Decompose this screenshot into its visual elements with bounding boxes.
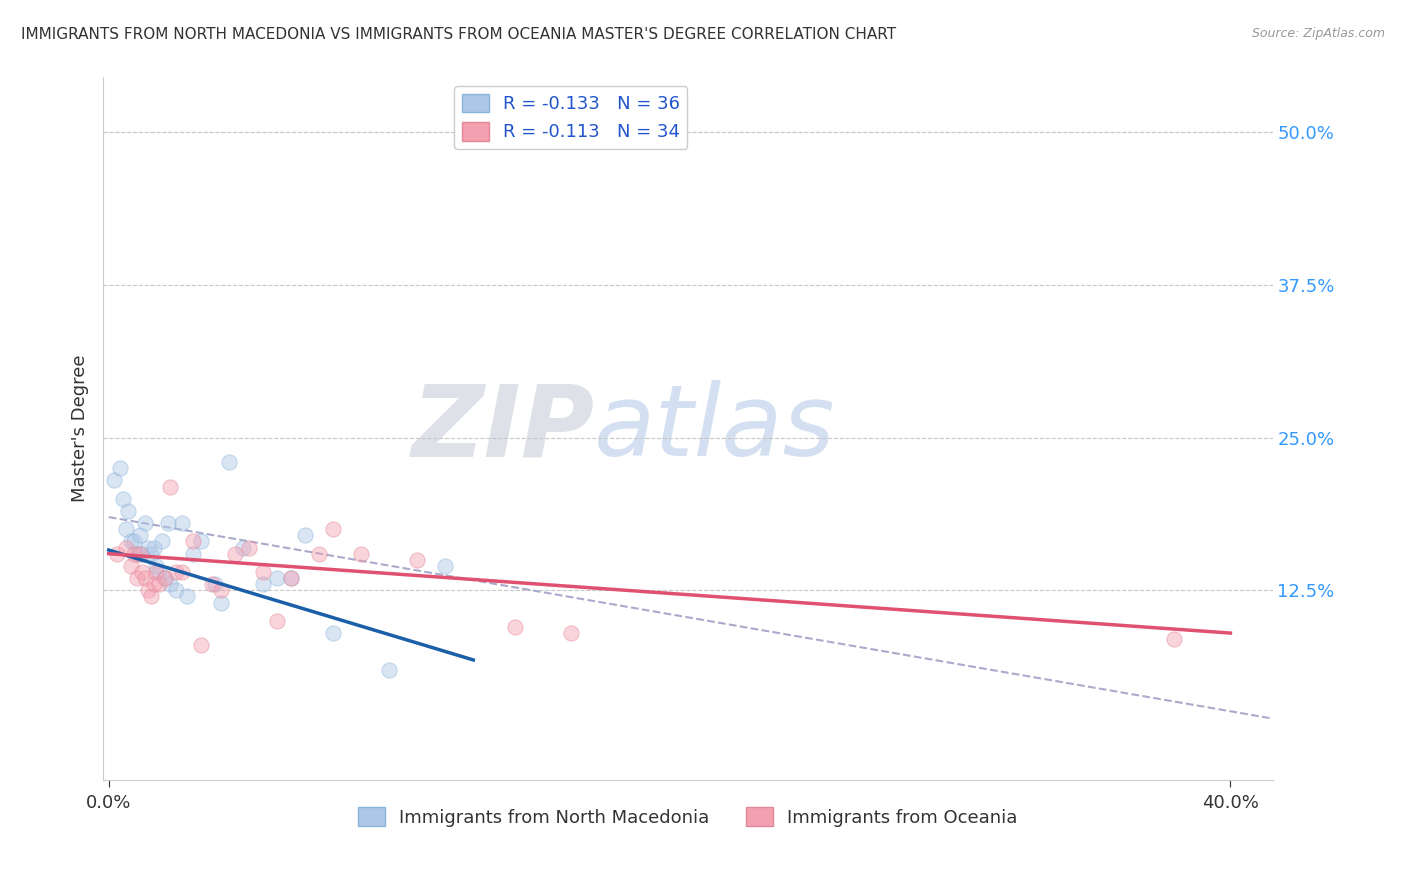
Point [142,577,165,591]
Point [150,534,173,549]
Point [350,547,373,561]
Point [117,504,139,518]
Point [209,595,232,609]
Point [204,577,226,591]
Point [209,583,232,598]
Point [108,461,131,475]
Point [148,577,170,591]
Point [560,626,582,640]
Point [252,577,274,591]
Point [218,455,240,469]
Point [103,474,125,488]
Point [139,590,162,604]
Point [122,534,145,549]
Point [136,583,159,598]
Point [159,577,181,591]
Point [280,571,302,585]
Point [238,541,260,555]
Point [114,522,136,536]
Point [125,571,148,585]
Point [181,534,204,549]
Point [128,547,150,561]
Point [165,583,187,598]
Point [159,479,181,493]
Point [322,626,344,640]
Point [308,547,330,561]
Point [136,541,159,555]
Y-axis label: Master's Degree: Master's Degree [72,355,89,502]
Point [232,541,254,555]
Point [128,528,150,542]
Point [406,553,429,567]
Point [120,558,142,573]
Point [145,558,167,573]
Point [170,516,193,531]
Point [153,571,176,585]
Point [148,565,170,579]
Point [266,571,288,585]
Point [294,528,316,542]
Point [224,547,246,561]
Point [505,620,527,634]
Point [142,541,165,555]
Point [170,565,193,579]
Point [378,663,401,677]
Point [280,571,302,585]
Point [201,577,224,591]
Text: atlas: atlas [595,380,837,477]
Point [322,522,344,536]
Point [252,565,274,579]
Point [120,534,142,549]
Text: Source: ZipAtlas.com: Source: ZipAtlas.com [1251,27,1385,40]
Point [131,547,153,561]
Point [134,516,156,531]
Point [165,565,187,579]
Point [134,571,156,585]
Point [105,547,128,561]
Point [190,638,212,652]
Text: ZIP: ZIP [412,380,595,477]
Point [122,547,145,561]
Point [1163,632,1185,647]
Point [145,565,167,579]
Point [181,547,204,561]
Point [156,516,179,531]
Point [644,125,666,139]
Point [139,547,162,561]
Text: IMMIGRANTS FROM NORTH MACEDONIA VS IMMIGRANTS FROM OCEANIA MASTER'S DEGREE CORRE: IMMIGRANTS FROM NORTH MACEDONIA VS IMMIG… [21,27,896,42]
Legend: Immigrants from North Macedonia, Immigrants from Oceania: Immigrants from North Macedonia, Immigra… [350,800,1025,834]
Point [176,590,198,604]
Point [131,565,153,579]
Point [266,614,288,628]
Point [111,491,134,506]
Point [153,571,176,585]
Point [114,541,136,555]
Point [434,558,457,573]
Point [125,547,148,561]
Point [190,534,212,549]
